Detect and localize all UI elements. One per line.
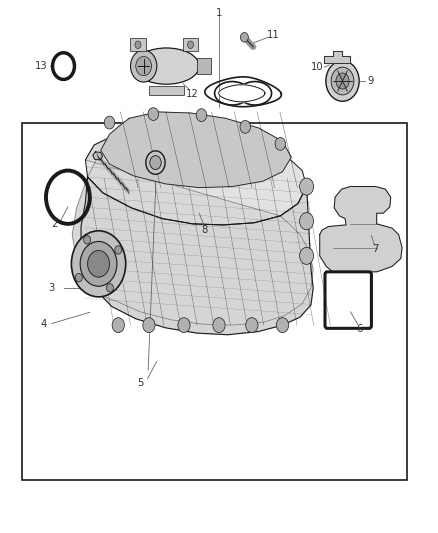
Bar bbox=[130, 38, 146, 51]
Circle shape bbox=[300, 178, 314, 195]
Text: 6: 6 bbox=[356, 325, 362, 334]
Circle shape bbox=[196, 109, 207, 122]
Circle shape bbox=[115, 246, 122, 254]
Circle shape bbox=[112, 318, 124, 333]
Circle shape bbox=[240, 33, 248, 42]
Bar bbox=[197, 58, 211, 74]
Circle shape bbox=[136, 56, 152, 76]
Polygon shape bbox=[72, 139, 313, 325]
Circle shape bbox=[326, 61, 359, 101]
Polygon shape bbox=[324, 51, 350, 63]
Text: 2: 2 bbox=[52, 219, 58, 229]
Circle shape bbox=[300, 213, 314, 230]
Polygon shape bbox=[85, 118, 307, 225]
Circle shape bbox=[300, 247, 314, 264]
Circle shape bbox=[143, 318, 155, 333]
Circle shape bbox=[276, 318, 289, 333]
Circle shape bbox=[135, 41, 141, 49]
Circle shape bbox=[88, 251, 110, 277]
Circle shape bbox=[84, 236, 91, 244]
Text: 10: 10 bbox=[311, 62, 323, 72]
Circle shape bbox=[240, 120, 251, 133]
Circle shape bbox=[178, 318, 190, 333]
Bar bbox=[183, 38, 198, 51]
Polygon shape bbox=[93, 152, 102, 160]
Circle shape bbox=[146, 151, 165, 174]
Text: 12: 12 bbox=[185, 89, 198, 99]
Circle shape bbox=[213, 318, 225, 333]
Circle shape bbox=[80, 241, 117, 286]
Circle shape bbox=[104, 116, 115, 129]
Circle shape bbox=[150, 156, 161, 169]
Text: 5: 5 bbox=[137, 378, 143, 387]
Polygon shape bbox=[320, 187, 402, 272]
Text: 9: 9 bbox=[367, 76, 373, 86]
Text: 7: 7 bbox=[373, 245, 379, 254]
Circle shape bbox=[246, 318, 258, 333]
Polygon shape bbox=[81, 177, 313, 335]
Circle shape bbox=[71, 231, 126, 297]
Bar bbox=[149, 86, 184, 95]
Circle shape bbox=[148, 108, 159, 120]
Polygon shape bbox=[101, 112, 291, 188]
Text: 1: 1 bbox=[216, 8, 222, 18]
Bar bbox=[22, 123, 407, 480]
Circle shape bbox=[331, 67, 354, 95]
Text: 3: 3 bbox=[49, 283, 55, 293]
Circle shape bbox=[106, 284, 113, 292]
Circle shape bbox=[187, 41, 194, 49]
Circle shape bbox=[336, 73, 349, 89]
Ellipse shape bbox=[134, 48, 199, 84]
Text: 13: 13 bbox=[35, 61, 48, 71]
Text: 11: 11 bbox=[267, 30, 280, 40]
Circle shape bbox=[131, 50, 157, 82]
Text: 8: 8 bbox=[202, 225, 208, 235]
Circle shape bbox=[75, 273, 82, 282]
Text: 4: 4 bbox=[41, 319, 47, 328]
Polygon shape bbox=[219, 85, 265, 102]
Circle shape bbox=[275, 138, 286, 150]
